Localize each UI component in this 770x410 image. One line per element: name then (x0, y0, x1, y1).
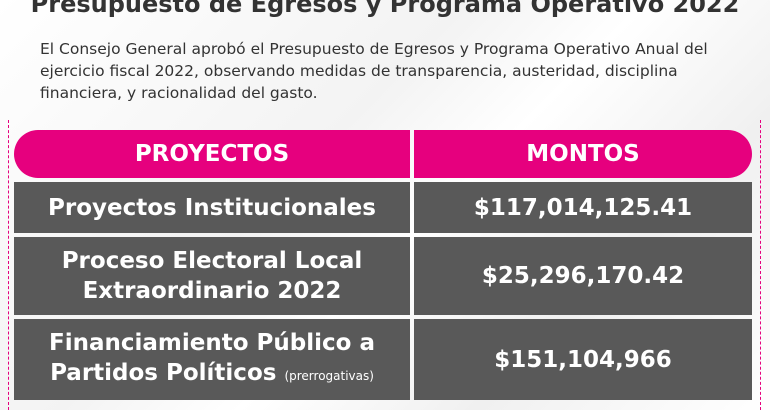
border (760, 120, 761, 410)
project-cell: Financiamiento Público a Partidos Políti… (14, 319, 410, 400)
amount-cell: $151,104,966 (414, 319, 752, 400)
border (8, 120, 9, 410)
description: El Consejo General aprobó el Presupuesto… (40, 40, 708, 102)
amount: $25,296,170.42 (481, 263, 685, 289)
project-cell: Proceso Electoral Local Extraordinario 2… (14, 237, 410, 315)
column-header: PROYECTOS (14, 130, 410, 178)
project: Financiamiento Público a Partidos Políti… (49, 330, 375, 386)
amount: $151,104,966 (494, 346, 672, 373)
column-header: MONTOS (414, 130, 752, 178)
title: Presupuesto de Egresos y Programa Operat… (30, 0, 740, 18)
amount: $117,014,125.41 (473, 194, 693, 221)
project-note: (prerrogativas) (284, 369, 374, 383)
project-cell: Proyectos Institucionales (14, 182, 410, 233)
project: Proceso Electoral Local Extraordinario 2… (61, 248, 363, 304)
amount-cell: $117,014,125.41 (414, 182, 752, 233)
project: Proyectos Institucionales (48, 194, 376, 221)
amount-cell: $25,296,170.42 (414, 237, 752, 315)
